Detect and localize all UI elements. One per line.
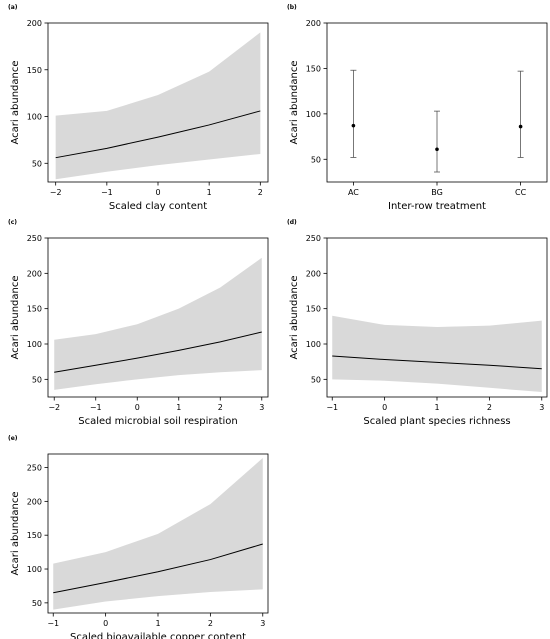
- y-tick-label: 50: [32, 159, 42, 168]
- y-tick-label: 150: [27, 66, 42, 75]
- x-tick-label: AC: [348, 188, 359, 197]
- x-tick-label: 3: [259, 403, 264, 412]
- x-axis-title: Scaled clay content: [109, 201, 207, 212]
- x-tick-label: 2: [258, 188, 263, 197]
- chart-panel: (c) 50 100 150 200 250 −2 −1 0 1 2 3 Scaled microbia…: [8, 219, 269, 427]
- x-tick-label: 3: [539, 403, 544, 412]
- y-tick-label: 200: [27, 19, 42, 28]
- chart-panel: (e) 50 100 150 200 250 −1 0 1 2 3 Scaled bioavailab…: [8, 435, 269, 639]
- y-tick-label: 150: [27, 531, 42, 540]
- x-tick-label: 2: [487, 403, 492, 412]
- confidence-band: [332, 315, 542, 393]
- fit-line: [54, 331, 262, 373]
- y-tick-label: 100: [306, 110, 321, 119]
- fit-line: [53, 543, 263, 594]
- x-tick-label: CC: [515, 188, 527, 197]
- x-tick-label: −1: [47, 619, 59, 628]
- y-tick-label: 100: [27, 565, 42, 574]
- x-tick-label: 2: [208, 619, 213, 628]
- x-tick-label: BG: [431, 188, 443, 197]
- y-tick-label: 200: [306, 269, 321, 278]
- confidence-band: [54, 257, 262, 390]
- x-tick-label: −2: [50, 188, 62, 197]
- y-tick-label: 150: [27, 305, 42, 314]
- y-tick-label: 150: [306, 64, 321, 73]
- x-tick-label: 1: [434, 403, 439, 412]
- chart-panel: (d) 50 100 150 200 250 −1 0 1 2 3 Scaled plant spec…: [287, 219, 548, 427]
- plot-frame: [47, 237, 269, 398]
- y-axis-title: Acari abundance: [289, 61, 300, 145]
- x-tick-label: −1: [90, 403, 102, 412]
- x-tick-label: 1: [207, 188, 212, 197]
- y-tick-label: 250: [27, 464, 42, 473]
- panel-label: (c): [8, 219, 17, 226]
- data-point: [351, 123, 356, 128]
- x-axis-title: Inter-row treatment: [388, 201, 486, 212]
- y-tick-label: 50: [32, 599, 42, 608]
- y-axis-title: Acari abundance: [289, 276, 300, 360]
- y-tick-label: 50: [311, 375, 321, 384]
- confidence-band: [53, 458, 263, 610]
- chart-panel: (a) 50 100 150 200 −2 −1 0 1 2 Scaled clay content…: [8, 4, 269, 212]
- data-point: [518, 124, 523, 129]
- y-tick-label: 100: [27, 340, 42, 349]
- y-tick-label: 50: [32, 375, 42, 384]
- y-axis-title: Acari abundance: [10, 61, 21, 145]
- fit-line: [55, 110, 261, 159]
- x-tick-label: −2: [48, 403, 60, 412]
- x-tick-label: 0: [103, 619, 108, 628]
- y-tick-label: 200: [306, 19, 321, 28]
- y-tick-label: 100: [27, 113, 42, 122]
- data-point: [435, 147, 439, 152]
- chart-panel: (b) 50 100 150 200 AC BG CC Inter-row treatment A…: [287, 4, 548, 212]
- x-axis-title: Scaled bioavailable copper content: [70, 632, 246, 639]
- y-tick-label: 200: [27, 497, 42, 506]
- y-tick-label: 100: [306, 340, 321, 349]
- panel-label: (b): [287, 4, 297, 11]
- x-tick-label: −1: [326, 403, 338, 412]
- x-tick-label: 0: [155, 188, 160, 197]
- x-tick-label: 0: [382, 403, 387, 412]
- x-tick-label: 1: [176, 403, 181, 412]
- x-axis-title: Scaled microbial soil respiration: [78, 416, 238, 427]
- x-tick-label: 3: [260, 619, 265, 628]
- x-tick-label: −1: [101, 188, 113, 197]
- y-tick-label: 150: [306, 305, 321, 314]
- panel-label: (e): [8, 435, 18, 442]
- y-axis-title: Acari abundance: [10, 492, 21, 576]
- y-tick-label: 250: [27, 234, 42, 243]
- y-tick-label: 250: [306, 234, 321, 243]
- x-tick-label: 0: [135, 403, 140, 412]
- confidence-band: [55, 32, 261, 180]
- panel-label: (a): [8, 4, 18, 11]
- y-axis-title: Acari abundance: [10, 276, 21, 360]
- x-tick-label: 1: [155, 619, 160, 628]
- panel-label: (d): [287, 219, 297, 226]
- y-tick-label: 200: [27, 269, 42, 278]
- fit-line: [332, 355, 542, 370]
- x-tick-label: 2: [218, 403, 223, 412]
- x-axis-title: Scaled plant species richness: [363, 416, 510, 427]
- y-tick-label: 50: [311, 155, 321, 164]
